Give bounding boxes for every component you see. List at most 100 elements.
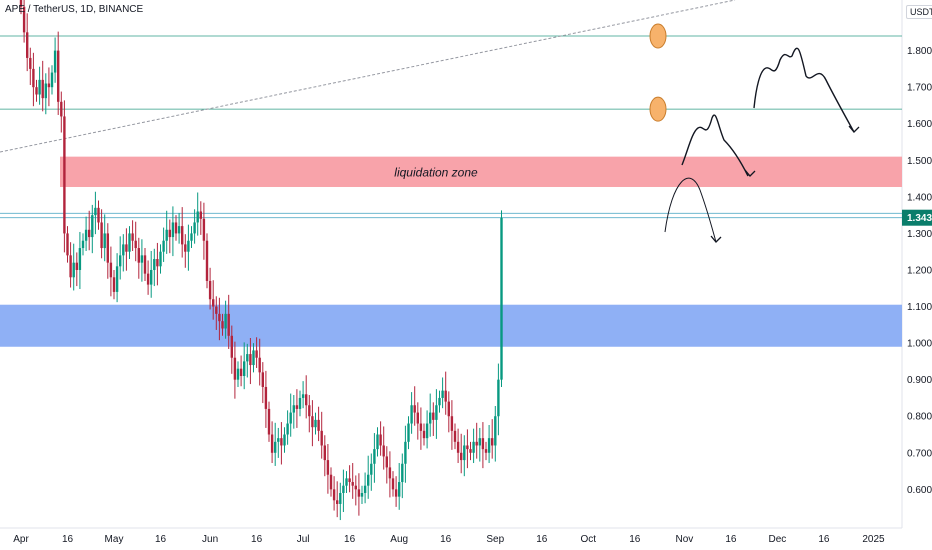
candle-body [305, 394, 308, 406]
candle [292, 395, 295, 429]
candle [44, 73, 47, 115]
candle-body [357, 489, 361, 497]
candle [463, 435, 466, 477]
candle [165, 210, 168, 254]
currency-unit-badge[interactable]: USDT [906, 5, 932, 19]
candle [38, 66, 41, 105]
candle [332, 476, 336, 511]
candle-body [218, 313, 221, 322]
candle [162, 227, 165, 262]
projection-path-0 [664, 177, 717, 243]
candle-body [323, 445, 326, 461]
candle-body [274, 441, 277, 453]
candle [174, 215, 178, 241]
candle [41, 60, 44, 112]
candle [233, 341, 237, 399]
x-tick-label: 16 [536, 534, 548, 545]
candle-body [391, 478, 395, 490]
drawings-layer [649, 23, 860, 243]
candle [187, 224, 190, 271]
candle-body [128, 233, 131, 252]
candle [351, 463, 354, 499]
candle [84, 216, 88, 251]
arrow-head-1 [744, 169, 756, 177]
candle-body [196, 211, 199, 223]
candle-body [106, 233, 109, 263]
candle-body [26, 32, 29, 58]
candle-body [481, 438, 485, 450]
candle [354, 475, 357, 506]
axis-layer: 1.800 1.700 1.600 1.500 1.400 1.300 1.200 1.100… [13, 46, 932, 545]
candle [401, 453, 404, 499]
candle-body [475, 441, 478, 446]
candle [447, 391, 450, 433]
candle [469, 441, 472, 461]
candle-body [81, 240, 85, 249]
candle-body [63, 116, 66, 234]
candle [112, 269, 116, 300]
candle [29, 47, 32, 85]
candle-body [50, 72, 54, 88]
x-tick-label: Dec [769, 534, 787, 545]
candle [419, 407, 423, 450]
candle [264, 370, 268, 428]
candle-body [339, 493, 342, 504]
candle-body [342, 485, 345, 493]
candle [181, 207, 184, 258]
candle-body [478, 438, 481, 446]
candle-body [295, 405, 299, 409]
candle [298, 390, 302, 417]
y-tick-label: 1.600 [907, 119, 932, 130]
candle [478, 427, 481, 462]
candle-body [184, 244, 187, 252]
candle [348, 465, 351, 493]
candle-body [143, 255, 147, 274]
candle-body [190, 233, 193, 241]
candle-body [363, 485, 367, 493]
candle-body [385, 456, 388, 468]
candle [47, 67, 51, 107]
candle [199, 201, 202, 235]
candle [376, 427, 379, 457]
candle-body [156, 259, 159, 267]
candle-body [354, 485, 357, 490]
candle-body [131, 233, 134, 241]
y-tick-label: 0.900 [907, 375, 932, 386]
candle [456, 428, 460, 464]
x-tick-label: 16 [344, 534, 356, 545]
candle [326, 444, 330, 494]
candle [342, 469, 345, 513]
candle [115, 253, 119, 303]
y-tick-label: 1.200 [907, 265, 932, 276]
candle [323, 435, 326, 477]
candle-body [345, 478, 348, 486]
candle [109, 246, 113, 297]
candle-body [370, 463, 373, 475]
candle-body [487, 438, 491, 453]
candle-body [72, 262, 75, 278]
candle-body [239, 368, 243, 377]
candle [367, 455, 370, 499]
candle-body [122, 244, 125, 256]
candle-body [44, 83, 47, 99]
candle-body [301, 394, 305, 398]
candle-body [140, 255, 144, 263]
candle [208, 267, 212, 310]
x-tick-label: 16 [440, 534, 452, 545]
candle-body [308, 405, 311, 417]
candle [407, 416, 410, 450]
y-tick-label: 1.300 [907, 229, 932, 240]
candle [221, 313, 224, 336]
candle-body [227, 313, 230, 336]
x-tick-label: Oct [581, 534, 597, 545]
candle-body [78, 248, 82, 270]
candle [212, 280, 215, 320]
candle-body [429, 412, 432, 424]
candle [255, 337, 258, 368]
candle [159, 244, 162, 274]
candle [19, 0, 23, 15]
candle-body [388, 467, 392, 479]
candle [103, 214, 106, 262]
candle-body [394, 489, 398, 497]
